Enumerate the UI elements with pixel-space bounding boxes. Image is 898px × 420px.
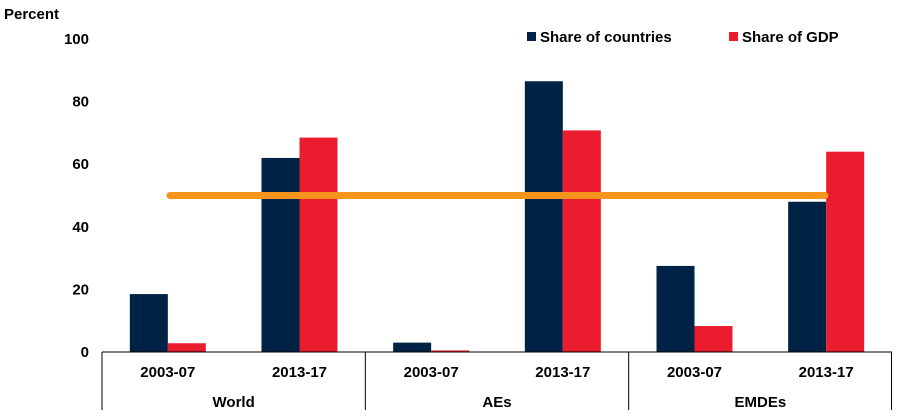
legend-label: Share of GDP [742, 29, 839, 46]
group-label: EMDEs [734, 394, 786, 411]
x-axis-labels: 2003-07 2013-17 World 2003-07 2013-17 AEs 2003… [140, 364, 853, 411]
bar [656, 265, 695, 352]
bar [129, 294, 168, 352]
y-tick-label: 20 [72, 281, 89, 298]
y-axis-title: Percent [4, 6, 59, 23]
y-axis-ticks: 0 20 40 60 80 100 [64, 31, 89, 361]
bar [299, 137, 338, 352]
x-tick-label: 2003-07 [404, 364, 459, 381]
y-tick-label: 60 [72, 156, 89, 173]
bars [129, 81, 865, 352]
x-tick-label: 2003-07 [140, 364, 195, 381]
axes [101, 351, 892, 410]
legend: Share of countries Share of GDP [527, 29, 839, 46]
bar [431, 350, 470, 352]
x-tick-label: 2013-17 [535, 364, 590, 381]
x-tick-label: 2013-17 [272, 364, 327, 381]
bar [524, 81, 563, 352]
group-label: World [213, 394, 255, 411]
y-tick-label: 0 [81, 344, 89, 361]
y-tick-label: 80 [72, 94, 89, 111]
legend-label: Share of countries [540, 29, 672, 46]
bar [261, 157, 300, 352]
y-tick-label: 100 [64, 31, 89, 48]
bar [393, 342, 432, 352]
x-tick-label: 2013-17 [799, 364, 854, 381]
bar [694, 326, 733, 352]
legend-swatch [527, 32, 536, 41]
y-tick-label: 40 [72, 219, 89, 236]
x-tick-label: 2003-07 [667, 364, 722, 381]
bar [562, 130, 601, 352]
bar [826, 151, 865, 352]
bar [167, 343, 206, 352]
legend-swatch [729, 32, 738, 41]
bar [788, 201, 827, 352]
group-label: AEs [482, 394, 511, 411]
